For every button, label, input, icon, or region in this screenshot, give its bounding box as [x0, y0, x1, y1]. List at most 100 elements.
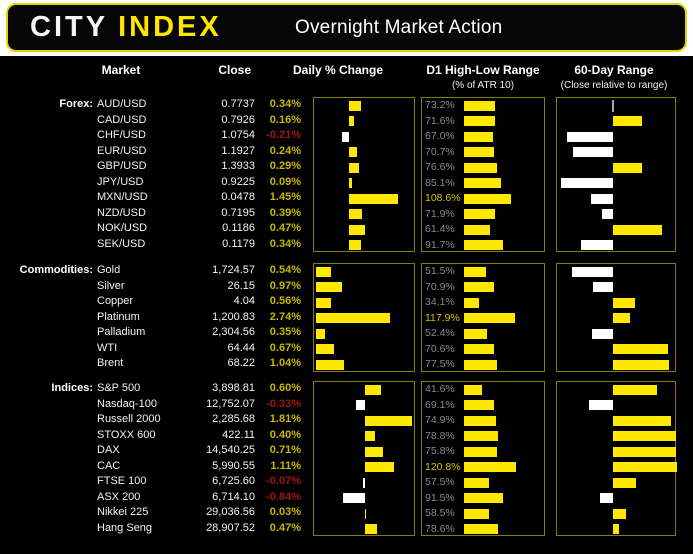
atr-bar [464, 508, 490, 519]
daily-pct-value: -0.21% [266, 129, 301, 141]
market-row: Nasdaq-100 12,752.07 -0.33% [0, 397, 305, 413]
market-row: Platinum 1,200.83 2.74% [0, 310, 305, 326]
atr-bar-row: 120.8% [422, 460, 544, 476]
daily-pct-value: 0.47% [269, 521, 301, 534]
daily-bar-row [314, 357, 414, 373]
market-name: Brent [97, 357, 124, 369]
range-bar [561, 178, 613, 188]
section-label [0, 341, 93, 357]
range-bar-row [557, 382, 675, 398]
daily-bar-row [314, 326, 414, 342]
daily-bar-row [314, 98, 414, 114]
close-value: 1.3933 [221, 160, 255, 172]
daily-bar [316, 359, 345, 370]
atr-bar-row: 69.1% [422, 398, 544, 414]
daily-bar-row [314, 342, 414, 358]
atr-label: 120.8% [425, 460, 461, 473]
atr-label: 70.7% [425, 145, 455, 158]
daily-pct-value: 0.97% [269, 279, 301, 292]
daily-pct-value: 1.81% [269, 413, 301, 425]
daily-bar [349, 178, 353, 188]
atr-bar-row: 73.2% [422, 98, 544, 114]
daily-pct-value: 1.04% [269, 357, 301, 369]
atr-bar [464, 415, 497, 426]
atr-bar-row: 78.6% [422, 522, 544, 538]
close-value: 2,304.56 [212, 326, 255, 338]
market-name: AUD/USD [97, 98, 147, 110]
text-rows: Forex: AUD/USD 0.7737 0.34% CAD/USD 0.7926 0.1… [0, 97, 305, 252]
atr-label: 78.8% [425, 429, 455, 442]
atr-bar [464, 297, 479, 308]
daily-bar [349, 162, 359, 173]
close-value: 0.1179 [222, 237, 255, 250]
range-bar-row [557, 160, 675, 176]
daily-pct-value: 0.34% [269, 237, 301, 250]
atr-bar [464, 446, 497, 457]
market-name: MXN/USD [97, 191, 148, 203]
daily-pct-value: 0.24% [269, 144, 301, 157]
daily-pct-value: -0.84% [266, 490, 301, 503]
market-row: CHF/USD 1.0754 -0.21% [0, 128, 305, 144]
atr-bar [464, 493, 504, 503]
atr-label: 70.6% [425, 342, 455, 355]
daily-pct-value: 0.39% [269, 206, 301, 219]
range-bar [613, 344, 669, 354]
range-bar-row [557, 238, 675, 254]
range-bar-row [557, 398, 675, 414]
daily-bar-row [314, 191, 414, 207]
range-bar [589, 400, 613, 410]
range-bar [613, 415, 671, 426]
daily-pct-value: 0.34% [269, 98, 301, 110]
atr-bar-row: 78.8% [422, 429, 544, 445]
daily-bar [316, 344, 335, 354]
daily-pct-value: 0.29% [269, 160, 301, 172]
market-row: Palladium 2,304.56 0.35% [0, 325, 305, 341]
market-row: Copper 4.04 0.56% [0, 294, 305, 310]
market-name: STOXX 600 [97, 428, 156, 441]
atr-label: 77.5% [425, 358, 455, 370]
atr-bar [464, 147, 495, 157]
section-commodities: Commodities: Gold 1,724.57 0.54% Silver 26.15… [0, 263, 693, 372]
market-name: Russell 2000 [97, 413, 161, 425]
daily-bar-row [314, 160, 414, 176]
range-bar-row [557, 129, 675, 145]
close-value: 2,285.68 [212, 413, 255, 425]
section-label [0, 206, 93, 222]
atr-bar [464, 178, 501, 188]
daily-bar-row [314, 491, 414, 507]
range-bar [613, 224, 662, 235]
daily-pct-value: 0.16% [269, 113, 301, 126]
atr-label: 117.9% [425, 311, 460, 324]
market-row: ASX 200 6,714.10 -0.84% [0, 490, 305, 506]
close-value: 3,898.81 [212, 382, 255, 394]
atr-bar-row: 67.0% [422, 129, 544, 145]
range-bar-row [557, 475, 675, 491]
market-name: Nikkei 225 [97, 506, 149, 518]
close-value: 29,036.56 [206, 506, 255, 518]
market-row: JPY/USD 0.9225 0.09% [0, 175, 305, 191]
range-bar-row [557, 264, 675, 280]
atr-label: 57.5% [425, 476, 455, 488]
range-bar [613, 462, 677, 472]
market-name: NOK/USD [97, 222, 148, 234]
atr-bar [464, 431, 498, 441]
atr-label: 91.7% [425, 238, 455, 251]
daily-bar-row [314, 280, 414, 296]
atr-label: 61.4% [425, 223, 455, 235]
section-label: Indices: [51, 382, 93, 394]
atr-bar-row: 58.5% [422, 506, 544, 522]
range-bar [613, 446, 676, 457]
market-name: JPY/USD [97, 175, 144, 188]
market-row: NZD/USD 0.7195 0.39% [0, 206, 305, 222]
daily-bar [349, 147, 358, 157]
range-bar [591, 328, 613, 339]
atr-bar-row: 52.4% [422, 326, 544, 342]
market-name: FTSE 100 [97, 475, 147, 487]
section-label [0, 221, 93, 237]
column-header-60day-range: 60-Day Range [574, 63, 654, 77]
daily-pct-value: 0.54% [269, 264, 301, 276]
market-row: Silver 26.15 0.97% [0, 279, 305, 295]
atr-bar-row: 75.8% [422, 444, 544, 460]
close-value: 0.7737 [221, 98, 255, 110]
